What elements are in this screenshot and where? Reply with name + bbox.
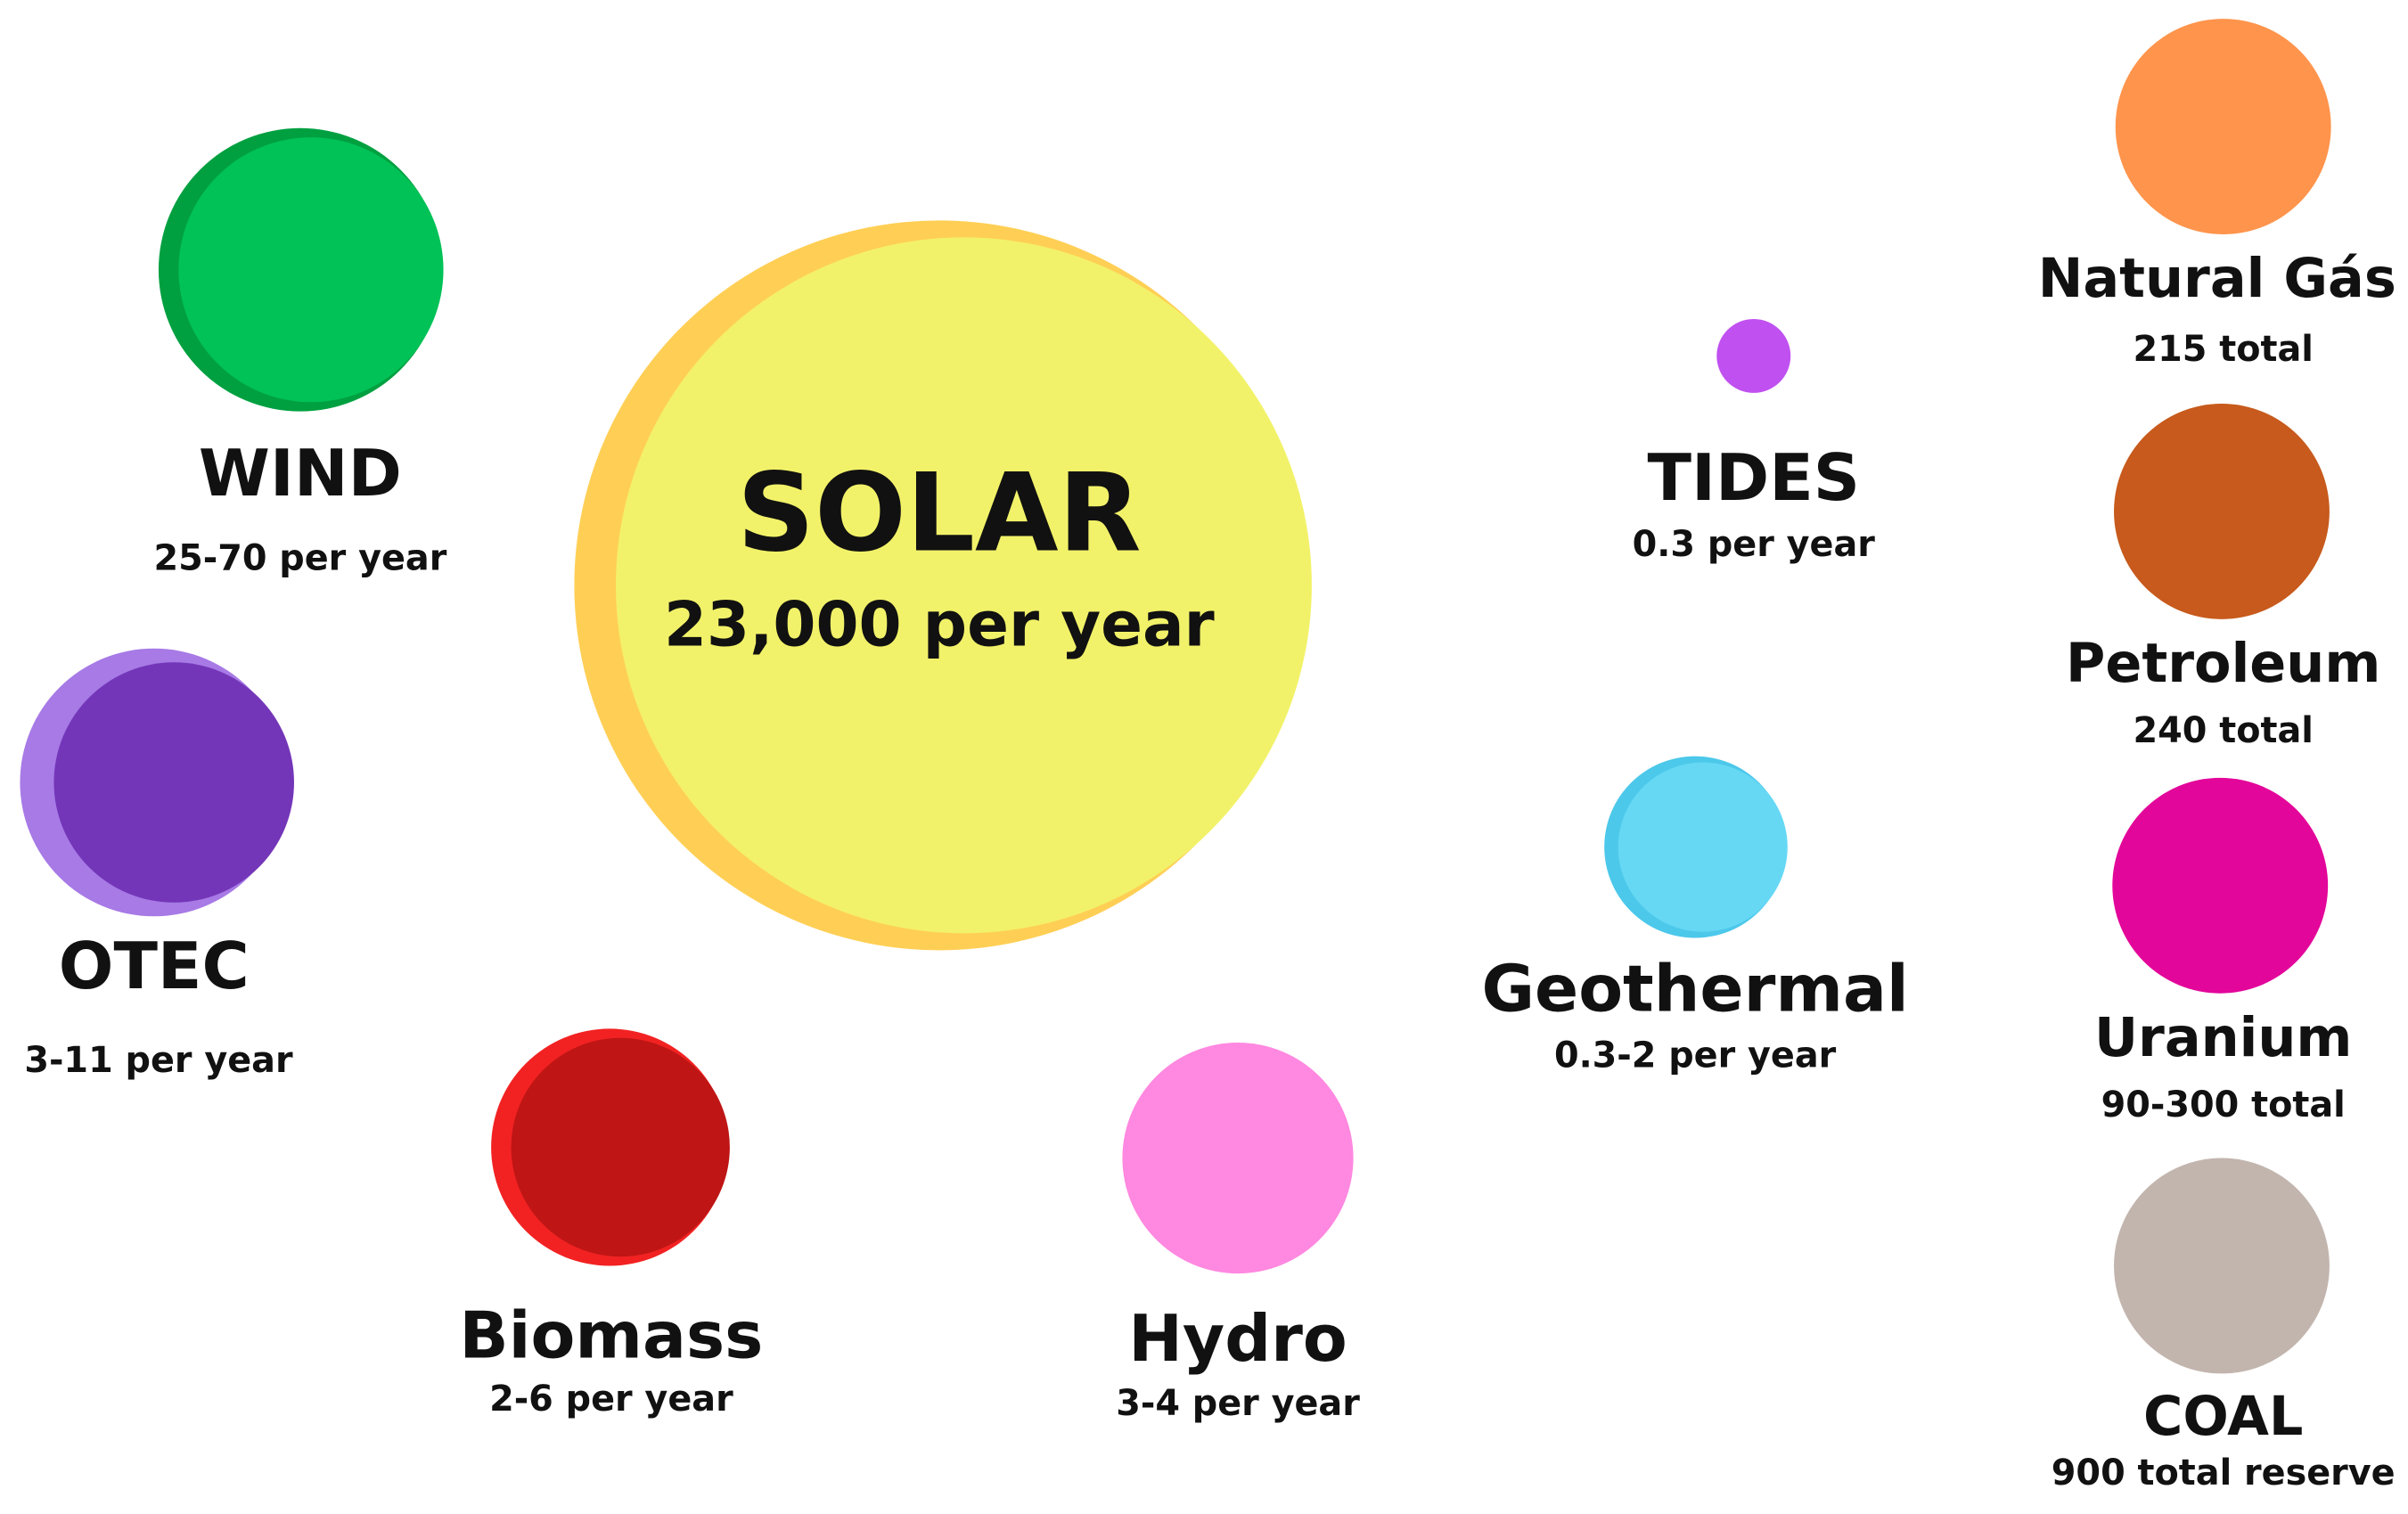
amount: 215 total: [2133, 329, 2313, 370]
circle: [2114, 1158, 2330, 1374]
label: Uranium: [2094, 1007, 2352, 1069]
label: WIND: [199, 437, 402, 511]
circle: [53, 662, 294, 903]
amount: 3-4 per year: [1116, 1383, 1360, 1424]
uranium: Uranium 90-300 total: [2094, 777, 2352, 1125]
circle: [616, 237, 1312, 934]
solar: SOLAR 23,000 per year: [574, 220, 1312, 951]
circle: [2114, 404, 2330, 619]
circle: [511, 1037, 730, 1257]
circle: [2115, 19, 2331, 234]
geothermal: Geothermal 0.3-2 per year: [1481, 756, 1909, 1076]
label: TIDES: [1648, 441, 1861, 516]
amount: 23,000 per year: [664, 589, 1215, 660]
amount: 25-70 per year: [153, 538, 446, 579]
circle: [1716, 318, 1791, 393]
amount: 0.3-2 per year: [1554, 1035, 1837, 1076]
circle: [2112, 777, 2329, 994]
label: OTEC: [59, 929, 250, 1004]
tides: TIDES 0.3 per year: [1633, 318, 1876, 565]
amount: 90-300 total: [2101, 1084, 2346, 1125]
circle: [1122, 1042, 1354, 1274]
label: Natural Gás: [2038, 248, 2396, 310]
otec: OTEC 3-11 per year: [20, 648, 294, 1081]
natural-gas: Natural Gás 215 total: [2038, 19, 2396, 370]
label: COAL: [2143, 1386, 2303, 1448]
hydro: Hydro 3-4 per year: [1116, 1042, 1360, 1424]
amount: 240 total: [2133, 710, 2313, 751]
label: Petroleum: [2066, 633, 2380, 695]
circle: [1618, 762, 1788, 932]
petroleum: Petroleum 240 total: [2066, 404, 2380, 751]
coal: COAL 900 total reserve: [2052, 1158, 2396, 1494]
biomass: Biomass 2-6 per year: [459, 1028, 763, 1420]
label: Geothermal: [1481, 953, 1908, 1027]
circle: [178, 137, 444, 403]
label: SOLAR: [737, 451, 1142, 577]
amount: 0.3 per year: [1633, 524, 1876, 565]
amount: 3-11 per year: [24, 1040, 293, 1081]
wind: WIND 25-70 per year: [153, 127, 447, 579]
label: Hydro: [1128, 1302, 1347, 1377]
amount: 900 total reserve: [2052, 1453, 2396, 1494]
label: Biomass: [459, 1298, 763, 1373]
amount: 2-6 per year: [489, 1379, 733, 1420]
